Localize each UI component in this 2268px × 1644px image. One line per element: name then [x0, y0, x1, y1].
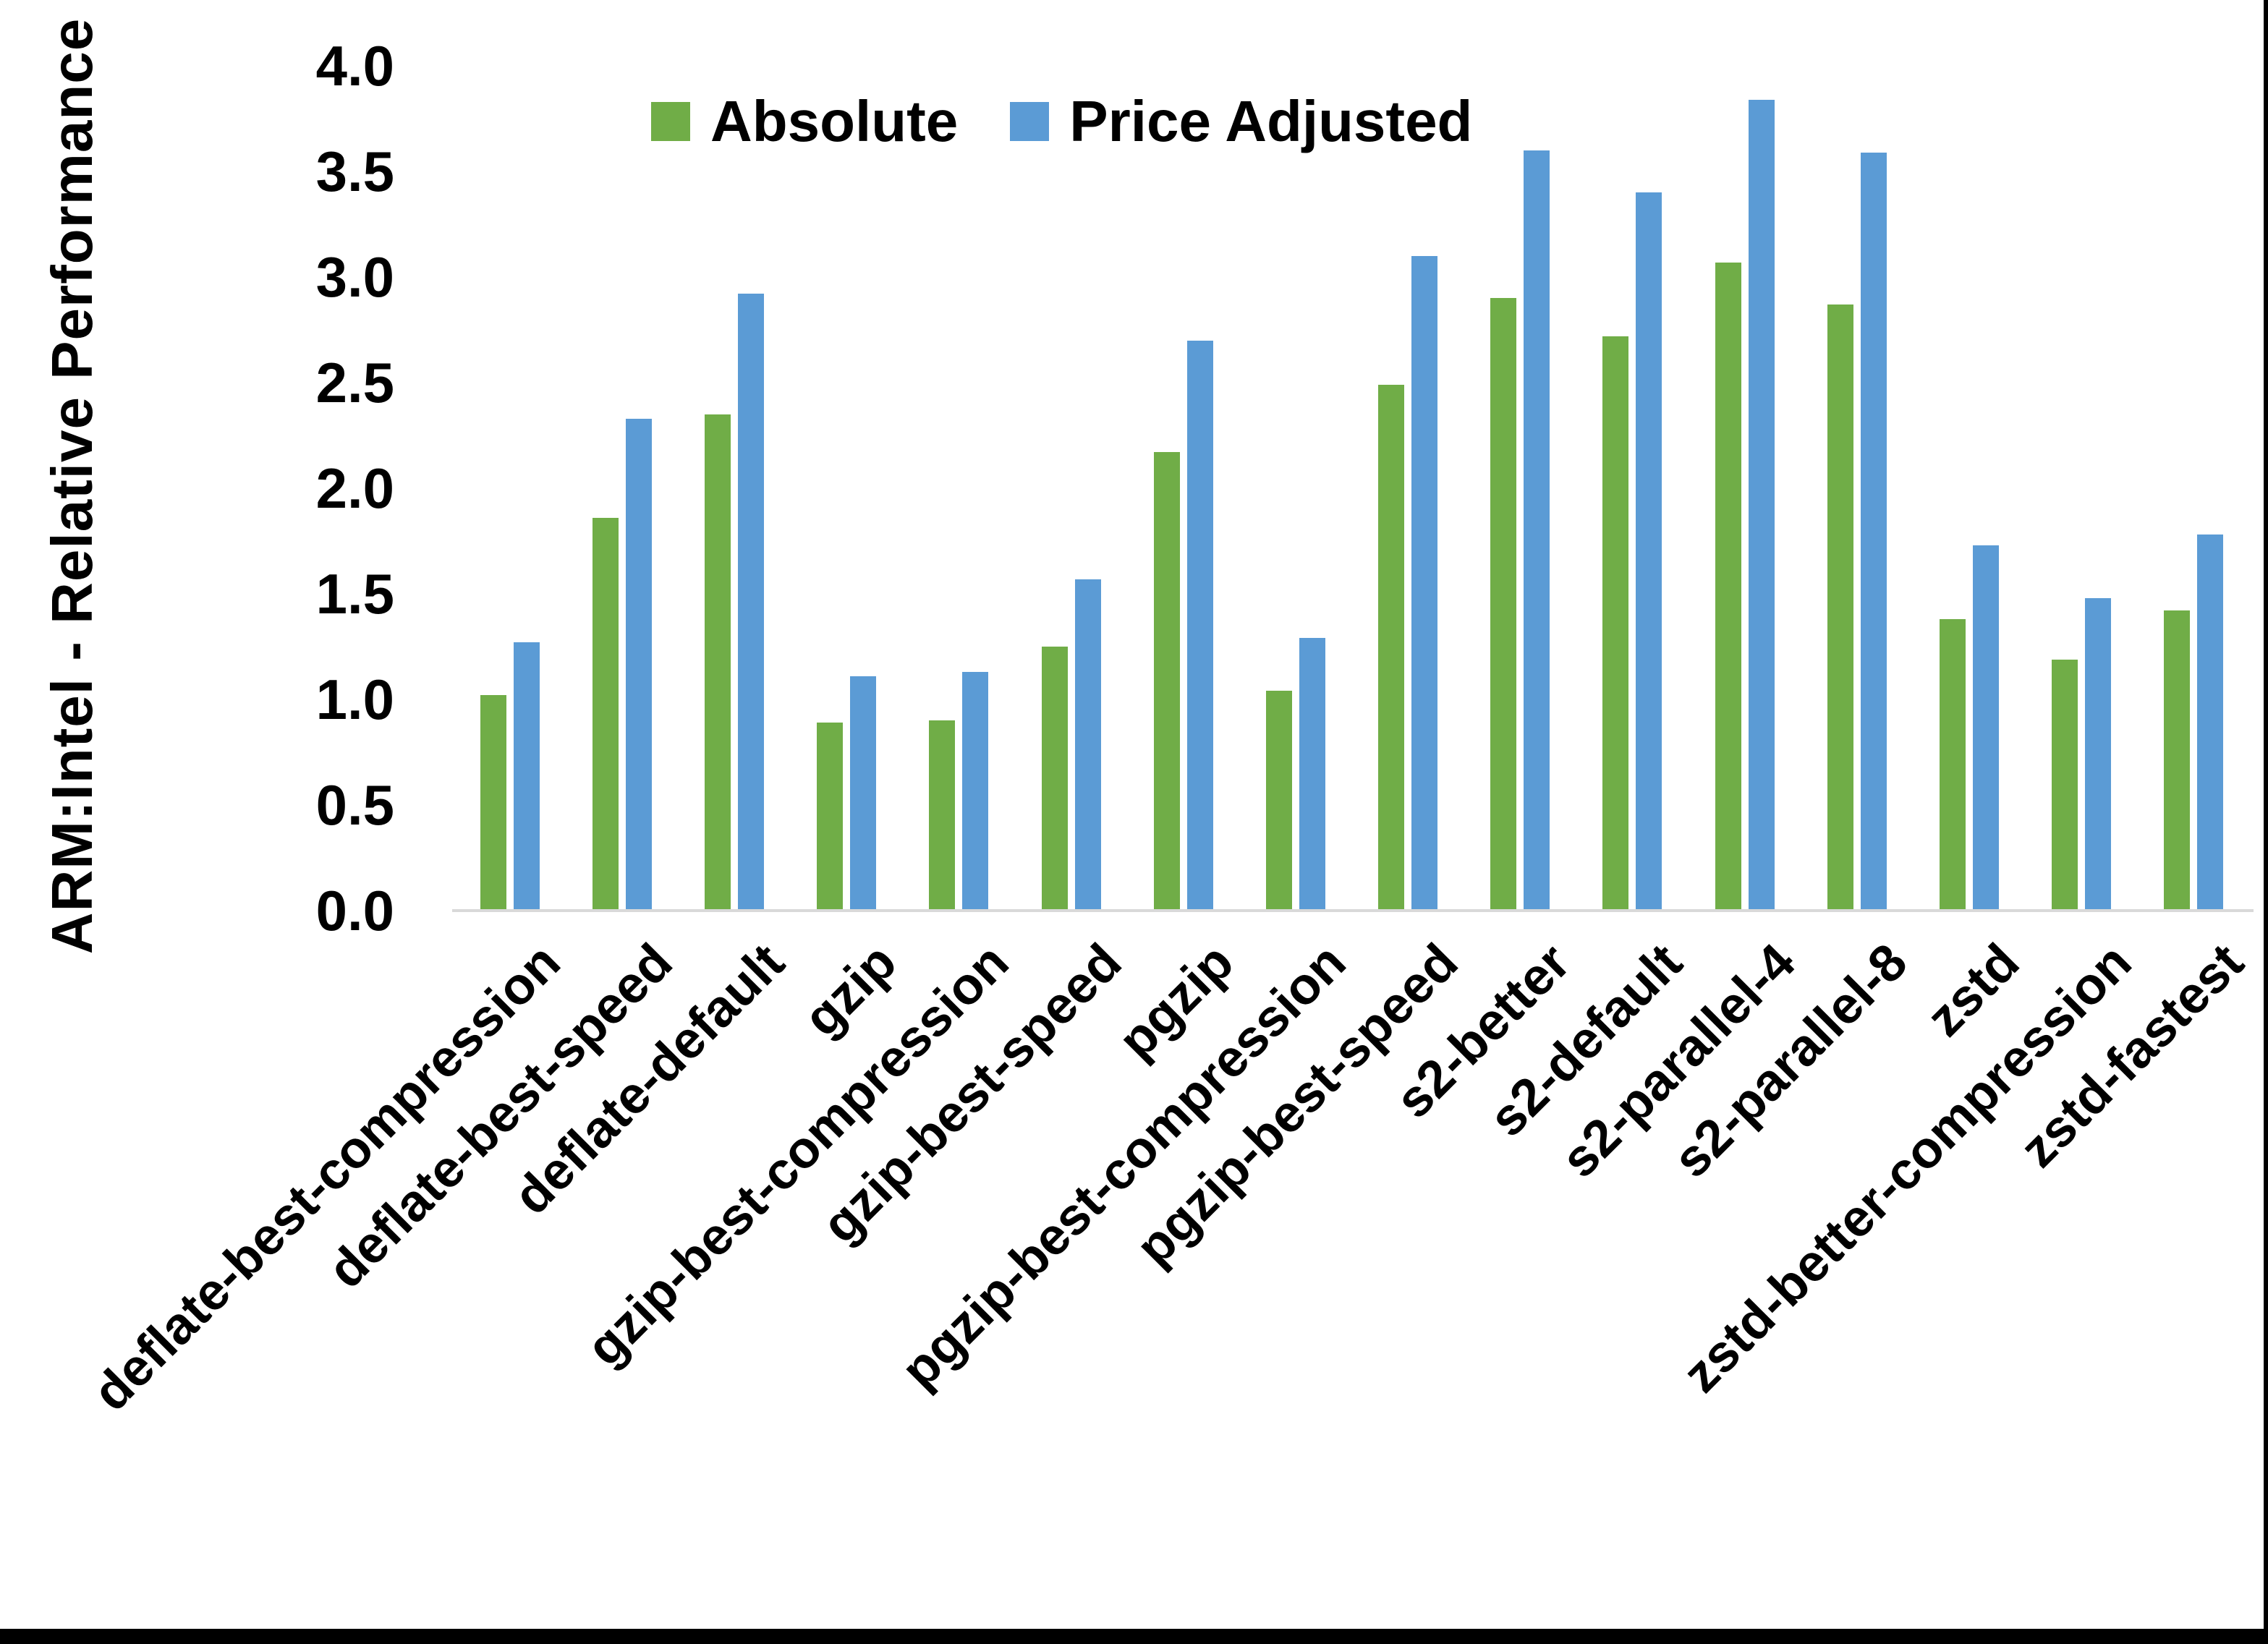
y-axis-tick-label: 3.5	[315, 140, 394, 203]
bar-price-adjusted-deflate-default	[738, 294, 764, 911]
canvas-border-bottom	[0, 1629, 2268, 1644]
bar-absolute-zstd-better-compression	[2052, 660, 2078, 911]
legend-label: Price Adjusted	[1069, 89, 1473, 153]
legend: Absolute Price Adjusted	[651, 88, 1472, 155]
bar-price-adjusted-pgzip	[1187, 341, 1213, 911]
legend-label: Absolute	[710, 89, 959, 153]
legend-item-absolute: Absolute	[651, 88, 958, 155]
legend-item-price-adjusted: Price Adjusted	[1010, 88, 1472, 155]
bar-price-adjusted-s2-better	[1524, 150, 1550, 911]
y-axis-tick-label: 0.0	[315, 879, 394, 942]
bar-absolute-pgzip-best-speed	[1378, 385, 1404, 911]
y-axis-tick-label: 0.5	[315, 773, 394, 837]
bar-price-adjusted-zstd	[1973, 545, 1999, 911]
y-axis-tick-label: 3.0	[315, 245, 394, 309]
bar-absolute-deflate-default	[705, 414, 731, 911]
bar-absolute-gzip	[817, 723, 843, 911]
bar-absolute-gzip-best-speed	[1042, 647, 1068, 911]
bar-price-adjusted-s2-parallel-4	[1749, 100, 1775, 911]
canvas-border-right	[2264, 0, 2268, 1644]
y-axis-tick-label: 2.5	[315, 351, 394, 414]
bar-absolute-pgzip-best-compression	[1266, 691, 1292, 911]
y-axis-tick-label: 1.0	[315, 668, 394, 731]
bar-absolute-zstd	[1940, 619, 1966, 911]
bar-absolute-s2-default	[1602, 336, 1628, 911]
bar-price-adjusted-pgzip-best-speed	[1411, 256, 1437, 911]
y-axis-tick-label: 4.0	[315, 34, 394, 98]
bar-price-adjusted-deflate-best-compression	[514, 642, 540, 911]
bar-absolute-zstd-fastest	[2164, 610, 2190, 911]
x-axis-baseline	[452, 909, 2254, 912]
x-axis-category-label: deflate-best-compression	[82, 932, 572, 1423]
y-axis-tick-label: 1.5	[315, 562, 394, 626]
legend-swatch-price-adjusted	[1010, 102, 1050, 141]
bar-absolute-s2-parallel-4	[1715, 263, 1741, 911]
bar-absolute-deflate-best-speed	[593, 518, 619, 911]
bar-price-adjusted-s2-default	[1636, 192, 1662, 911]
bar-price-adjusted-pgzip-best-compression	[1299, 638, 1325, 911]
bar-price-adjusted-gzip-best-speed	[1075, 579, 1101, 911]
bar-absolute-deflate-best-compression	[480, 695, 506, 911]
plot-area	[454, 66, 2250, 911]
bar-price-adjusted-s2-parallel-8	[1861, 153, 1887, 911]
bar-absolute-s2-parallel-8	[1827, 304, 1853, 911]
bar-price-adjusted-gzip	[850, 676, 876, 911]
bar-absolute-gzip-best-compression	[929, 720, 955, 911]
bar-price-adjusted-deflate-best-speed	[626, 419, 652, 911]
bar-absolute-s2-better	[1490, 298, 1516, 911]
y-axis-tick-label: 2.0	[315, 456, 394, 520]
bar-price-adjusted-zstd-fastest	[2197, 534, 2223, 911]
bar-price-adjusted-zstd-better-compression	[2085, 598, 2111, 911]
legend-swatch-absolute	[651, 102, 690, 141]
bar-absolute-pgzip	[1154, 452, 1180, 911]
bar-price-adjusted-gzip-best-compression	[962, 672, 988, 911]
